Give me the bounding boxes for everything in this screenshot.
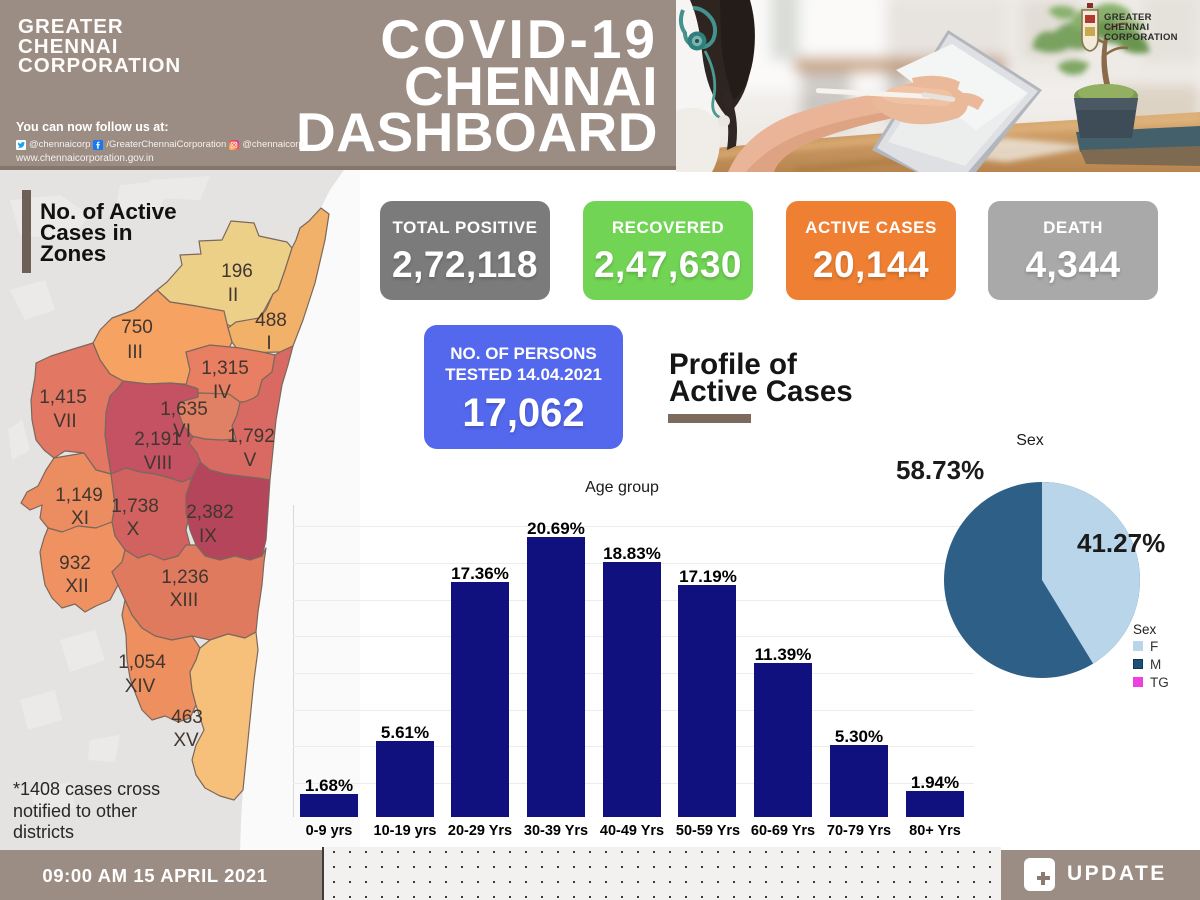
svg-text:2,382: 2,382 (186, 502, 234, 523)
svg-text:II: II (228, 285, 239, 306)
svg-text:XII: XII (65, 576, 88, 597)
svg-text:1,635: 1,635 (160, 399, 208, 420)
svg-text:1,415: 1,415 (39, 387, 87, 408)
svg-text:488: 488 (255, 310, 287, 331)
svg-text:III: III (127, 342, 143, 363)
svg-text:CHENNAI: CHENNAI (1104, 22, 1149, 33)
svg-text:932: 932 (59, 553, 91, 574)
svg-text:XIV: XIV (125, 676, 156, 697)
svg-text:XIII: XIII (170, 590, 199, 611)
svg-text:VI: VI (173, 421, 191, 442)
svg-text:1,315: 1,315 (201, 358, 249, 379)
svg-text:V: V (244, 450, 257, 471)
svg-text:XI: XI (71, 508, 89, 529)
svg-text:196: 196 (221, 261, 253, 282)
svg-text:VIII: VIII (144, 453, 173, 474)
svg-text:X: X (127, 519, 140, 540)
svg-text:1,738: 1,738 (111, 496, 159, 517)
svg-text:IV: IV (213, 382, 231, 403)
svg-text:IX: IX (199, 526, 217, 547)
svg-text:1,149: 1,149 (55, 485, 103, 506)
svg-text:750: 750 (121, 317, 153, 338)
svg-text:1,792: 1,792 (227, 426, 275, 447)
svg-text:VII: VII (53, 411, 76, 432)
svg-text:CORPORATION: CORPORATION (1104, 32, 1178, 43)
svg-text:XV: XV (173, 730, 199, 751)
svg-text:GREATER: GREATER (1104, 12, 1152, 23)
svg-text:2,191: 2,191 (134, 429, 182, 450)
svg-text:I: I (266, 333, 271, 354)
svg-text:1,236: 1,236 (161, 567, 209, 588)
svg-text:1,054: 1,054 (118, 652, 166, 673)
svg-text:463: 463 (171, 707, 203, 728)
